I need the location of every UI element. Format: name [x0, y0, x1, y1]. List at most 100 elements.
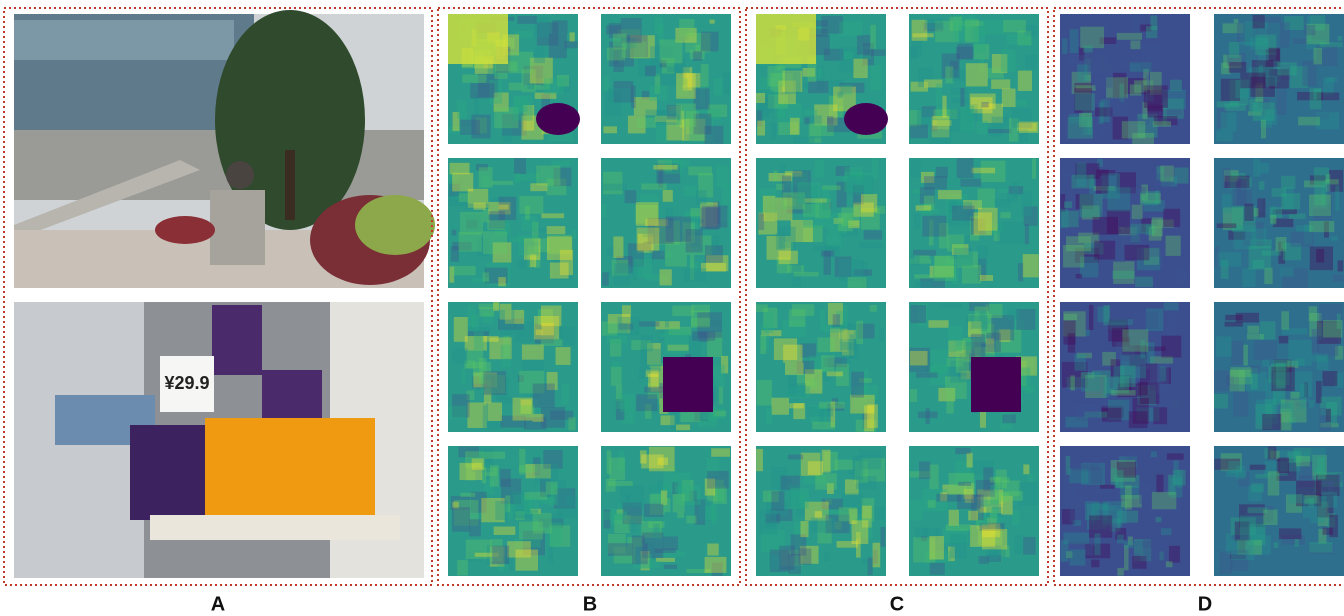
texture — [936, 167, 948, 178]
texture — [1290, 232, 1313, 247]
texture — [880, 527, 885, 547]
texture — [1062, 39, 1067, 55]
texture — [1274, 542, 1279, 548]
texture — [660, 39, 683, 63]
texture — [1300, 383, 1307, 408]
texture — [452, 507, 470, 531]
texture — [1276, 363, 1285, 389]
texture — [852, 520, 869, 544]
texture — [482, 452, 505, 459]
texture — [620, 485, 644, 507]
texture — [1146, 26, 1157, 38]
texture — [457, 560, 468, 576]
texture — [789, 403, 804, 408]
texture — [452, 173, 473, 192]
texture — [515, 173, 520, 183]
texture — [1248, 485, 1262, 501]
texture — [1002, 89, 1016, 107]
texture — [1083, 45, 1092, 52]
texture — [952, 206, 975, 221]
texture — [541, 340, 563, 346]
texture — [1247, 334, 1264, 340]
texture — [1072, 465, 1092, 471]
texture — [1309, 194, 1331, 216]
feature-maps — [448, 14, 1344, 576]
texture — [914, 274, 935, 278]
texture — [1092, 467, 1102, 484]
texture — [1063, 245, 1084, 268]
texture — [1253, 158, 1260, 176]
texture — [677, 512, 684, 518]
texture — [966, 63, 988, 86]
texture — [1131, 55, 1140, 63]
texture — [608, 88, 630, 102]
texture — [1224, 176, 1249, 188]
texture — [1176, 270, 1187, 282]
texture — [492, 546, 509, 564]
texture — [639, 321, 659, 326]
texture — [1338, 260, 1344, 271]
texture — [808, 461, 823, 475]
texture — [1000, 212, 1010, 218]
texture — [722, 186, 730, 206]
texture — [991, 508, 997, 518]
texture — [602, 272, 609, 285]
texture — [491, 181, 513, 185]
texture — [1249, 246, 1271, 270]
texture — [804, 110, 817, 116]
texture — [527, 83, 535, 89]
texture — [707, 471, 729, 489]
texture — [462, 74, 486, 82]
texture — [1130, 84, 1141, 95]
texture — [1250, 365, 1260, 373]
texture — [1061, 540, 1069, 561]
texture — [648, 374, 659, 388]
texture — [534, 47, 545, 63]
texture — [636, 202, 659, 226]
texture — [1272, 188, 1287, 197]
texture — [975, 521, 988, 526]
texture — [835, 460, 853, 470]
texture — [910, 389, 917, 402]
texture — [457, 100, 466, 119]
texture — [949, 510, 959, 526]
texture — [1217, 101, 1239, 107]
texture — [1234, 19, 1239, 23]
texture — [1124, 245, 1149, 260]
texture — [694, 88, 710, 109]
texture — [868, 558, 873, 576]
texture — [1167, 453, 1184, 459]
texture — [533, 414, 544, 422]
texture — [1314, 167, 1329, 183]
texture — [676, 104, 696, 128]
texture — [530, 254, 536, 267]
texture — [448, 14, 508, 64]
texture — [460, 212, 483, 235]
texture — [459, 193, 470, 202]
panel-label: A — [211, 593, 225, 615]
texture — [1100, 126, 1106, 134]
texture — [650, 485, 661, 493]
texture — [1280, 403, 1292, 412]
texture — [676, 73, 696, 99]
texture — [785, 363, 804, 375]
texture — [498, 564, 509, 571]
texture — [978, 189, 995, 209]
texture — [974, 27, 986, 53]
texture — [783, 345, 802, 363]
texture — [1261, 120, 1266, 139]
texture — [867, 404, 878, 428]
texture — [1243, 345, 1248, 366]
texture — [1157, 372, 1163, 394]
texture — [1095, 76, 1113, 88]
texture — [1156, 517, 1162, 522]
texture — [603, 126, 617, 133]
texture — [1025, 224, 1029, 244]
texture — [660, 269, 672, 285]
texture — [640, 349, 660, 372]
panel-label: B — [583, 593, 597, 615]
texture — [1129, 187, 1145, 194]
texture — [1132, 14, 1141, 32]
texture — [1262, 414, 1281, 430]
texture — [951, 97, 968, 103]
